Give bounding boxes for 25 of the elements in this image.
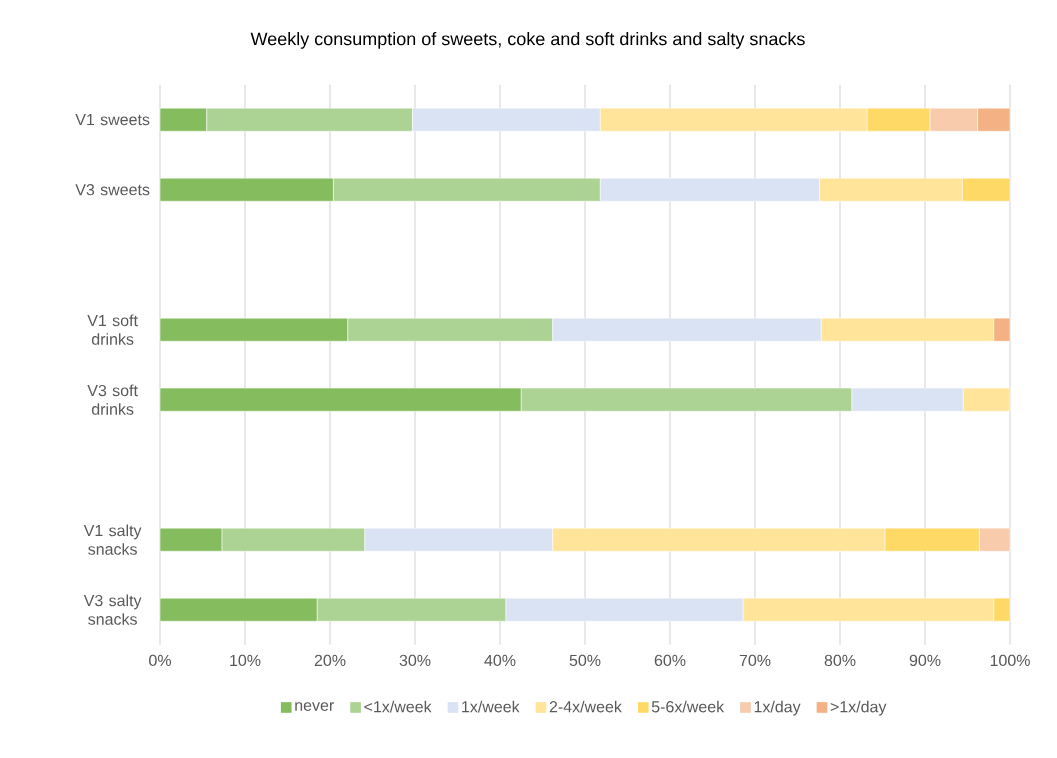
x-tick-label: 30% xyxy=(399,654,431,667)
x-tick-label: 50% xyxy=(569,654,601,667)
legend-label: 1x/day xyxy=(754,700,801,716)
y-tick-label: V3 soft drinks xyxy=(87,384,138,415)
y-tick-label: V1 salty snacks xyxy=(83,524,142,555)
x-tick-label: 80% xyxy=(824,654,856,667)
legend-label: <1x/week xyxy=(364,700,432,713)
x-tick-label: 90% xyxy=(909,654,941,667)
legend-label: never xyxy=(295,702,334,711)
x-tick-label: 10% xyxy=(230,654,261,667)
x-tick-label: 60% xyxy=(654,654,686,667)
legend-label: >1x/day xyxy=(830,700,887,716)
legend-label: 5-6x/week xyxy=(651,700,725,713)
x-tick-label: 70% xyxy=(739,654,771,667)
chart-title: Weekly consumption of sweets, coke and soft drinks and salty snacks xyxy=(250,32,805,49)
y-tick-label: V3 salty snacks xyxy=(83,594,142,625)
legend-label: 1x/week xyxy=(462,700,520,713)
x-tick-label: 40% xyxy=(484,654,516,667)
x-tick-label: 20% xyxy=(314,654,346,667)
y-tick-label: V1 soft drinks xyxy=(87,314,138,345)
x-tick-label: 0% xyxy=(149,654,171,667)
x-tick-label: 100% xyxy=(990,654,1030,667)
y-tick-label: V1 sweets xyxy=(75,114,150,126)
y-tick-label: V3 sweets xyxy=(75,184,150,196)
legend-label: 2-4x/week xyxy=(549,700,622,713)
